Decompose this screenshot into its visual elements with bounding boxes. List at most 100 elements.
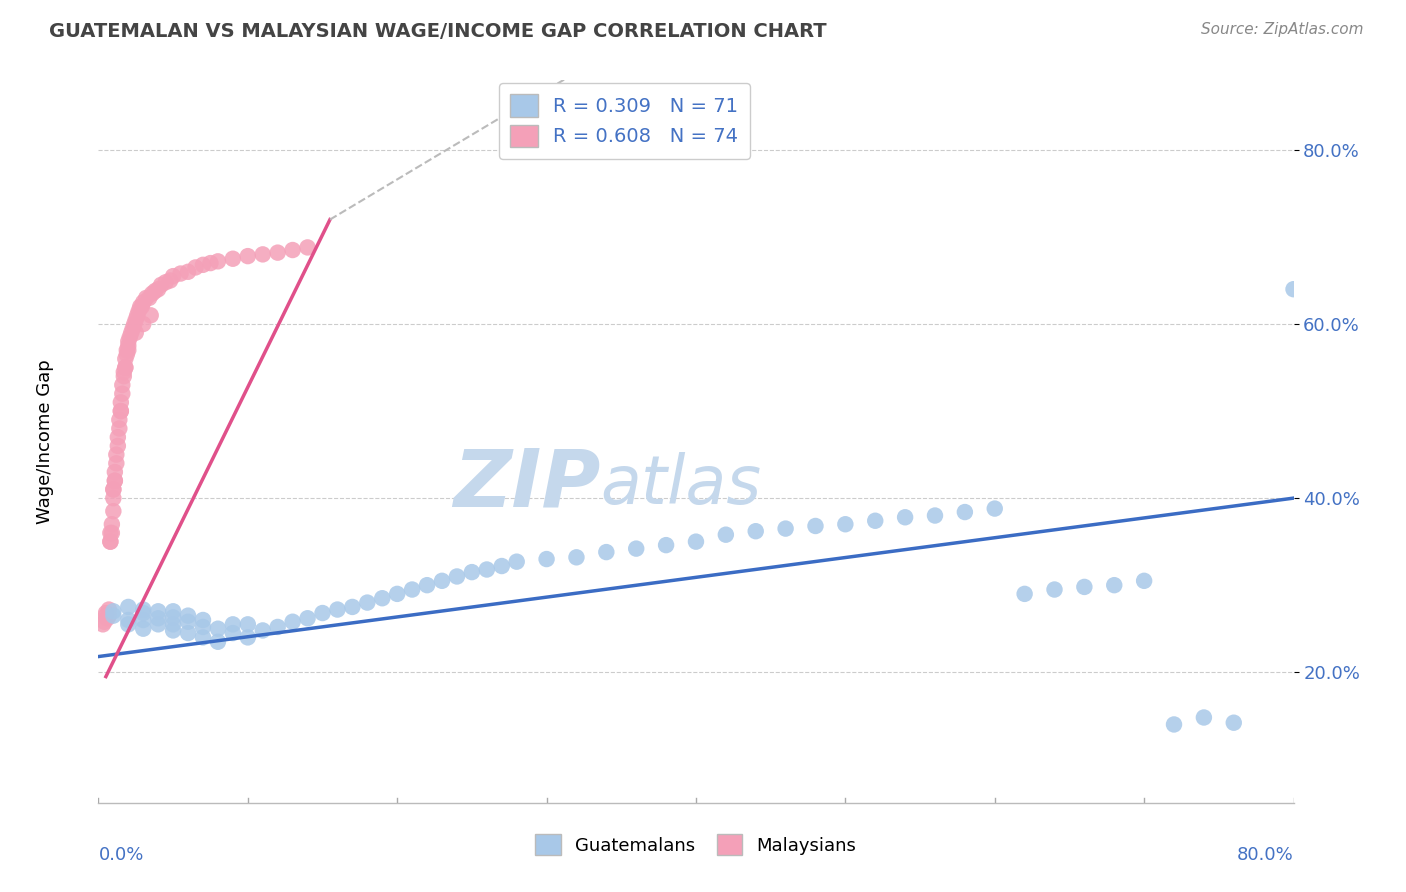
Point	[385, 587, 409, 601]
Point	[626, 541, 648, 556]
Point	[177, 608, 200, 623]
Point	[131, 300, 153, 314]
Point	[103, 483, 125, 497]
Point	[148, 617, 170, 632]
Point	[924, 508, 946, 523]
Point	[98, 534, 122, 549]
Point	[115, 347, 138, 361]
Point	[714, 527, 737, 541]
Point	[94, 608, 117, 623]
Point	[114, 351, 136, 366]
Point	[132, 317, 155, 331]
Point	[267, 245, 290, 260]
Point	[177, 265, 200, 279]
Point	[745, 524, 768, 539]
Point	[115, 343, 138, 358]
Point	[117, 613, 139, 627]
Point	[191, 620, 214, 634]
Point	[595, 545, 617, 559]
Point	[1163, 717, 1185, 731]
Point	[1192, 710, 1215, 724]
Point	[177, 615, 200, 629]
Point	[834, 517, 856, 532]
Point	[565, 550, 588, 565]
Point	[105, 456, 128, 470]
Point	[107, 430, 129, 444]
Point	[103, 604, 125, 618]
Point	[222, 626, 245, 640]
Point	[132, 602, 155, 616]
Point	[1104, 578, 1126, 592]
Point	[1043, 582, 1066, 597]
Point	[143, 284, 166, 298]
Text: ZIP: ZIP	[453, 446, 600, 524]
Point	[138, 291, 160, 305]
Point	[162, 617, 184, 632]
Point	[103, 608, 125, 623]
Point	[132, 613, 155, 627]
Point	[169, 267, 191, 281]
Point	[1073, 580, 1095, 594]
Text: Source: ZipAtlas.com: Source: ZipAtlas.com	[1201, 22, 1364, 37]
Point	[159, 273, 181, 287]
Point	[207, 254, 229, 268]
Point	[141, 286, 163, 301]
Point	[94, 606, 117, 620]
Point	[111, 378, 134, 392]
Text: 80.0%: 80.0%	[1237, 847, 1294, 864]
Point	[148, 611, 170, 625]
Point	[475, 562, 498, 576]
Point	[953, 505, 976, 519]
Text: GUATEMALAN VS MALAYSIAN WAGE/INCOME GAP CORRELATION CHART: GUATEMALAN VS MALAYSIAN WAGE/INCOME GAP …	[49, 22, 827, 41]
Point	[281, 243, 304, 257]
Point	[111, 386, 134, 401]
Point	[200, 256, 222, 270]
Point	[430, 574, 453, 588]
Point	[108, 421, 131, 435]
Point	[416, 578, 439, 592]
Point	[356, 596, 378, 610]
Point	[311, 606, 333, 620]
Point	[775, 522, 797, 536]
Point	[491, 559, 513, 574]
Point	[222, 252, 245, 266]
Point	[162, 610, 184, 624]
Text: atlas: atlas	[600, 452, 762, 518]
Point	[162, 624, 184, 638]
Point	[96, 611, 118, 625]
Point	[104, 465, 127, 479]
Point	[97, 608, 120, 623]
Point	[148, 604, 170, 618]
Point	[132, 622, 155, 636]
Point	[162, 604, 184, 618]
Point	[252, 247, 274, 261]
Point	[184, 260, 207, 275]
Point	[108, 413, 131, 427]
Point	[685, 534, 707, 549]
Point	[103, 491, 125, 505]
Point	[461, 565, 484, 579]
Point	[865, 514, 887, 528]
Point	[129, 300, 152, 314]
Point	[132, 295, 155, 310]
Point	[98, 534, 122, 549]
Point	[105, 448, 128, 462]
Point	[506, 555, 529, 569]
Point	[101, 517, 124, 532]
Point	[110, 395, 132, 409]
Point	[297, 240, 319, 254]
Point	[118, 330, 141, 344]
Point	[97, 602, 120, 616]
Point	[148, 282, 170, 296]
Point	[117, 343, 139, 358]
Point	[236, 631, 259, 645]
Point	[191, 631, 214, 645]
Point	[191, 258, 214, 272]
Point	[401, 582, 423, 597]
Point	[155, 275, 177, 289]
Point	[894, 510, 917, 524]
Point	[342, 599, 364, 614]
Point	[104, 474, 127, 488]
Point	[150, 277, 173, 292]
Point	[536, 552, 558, 566]
